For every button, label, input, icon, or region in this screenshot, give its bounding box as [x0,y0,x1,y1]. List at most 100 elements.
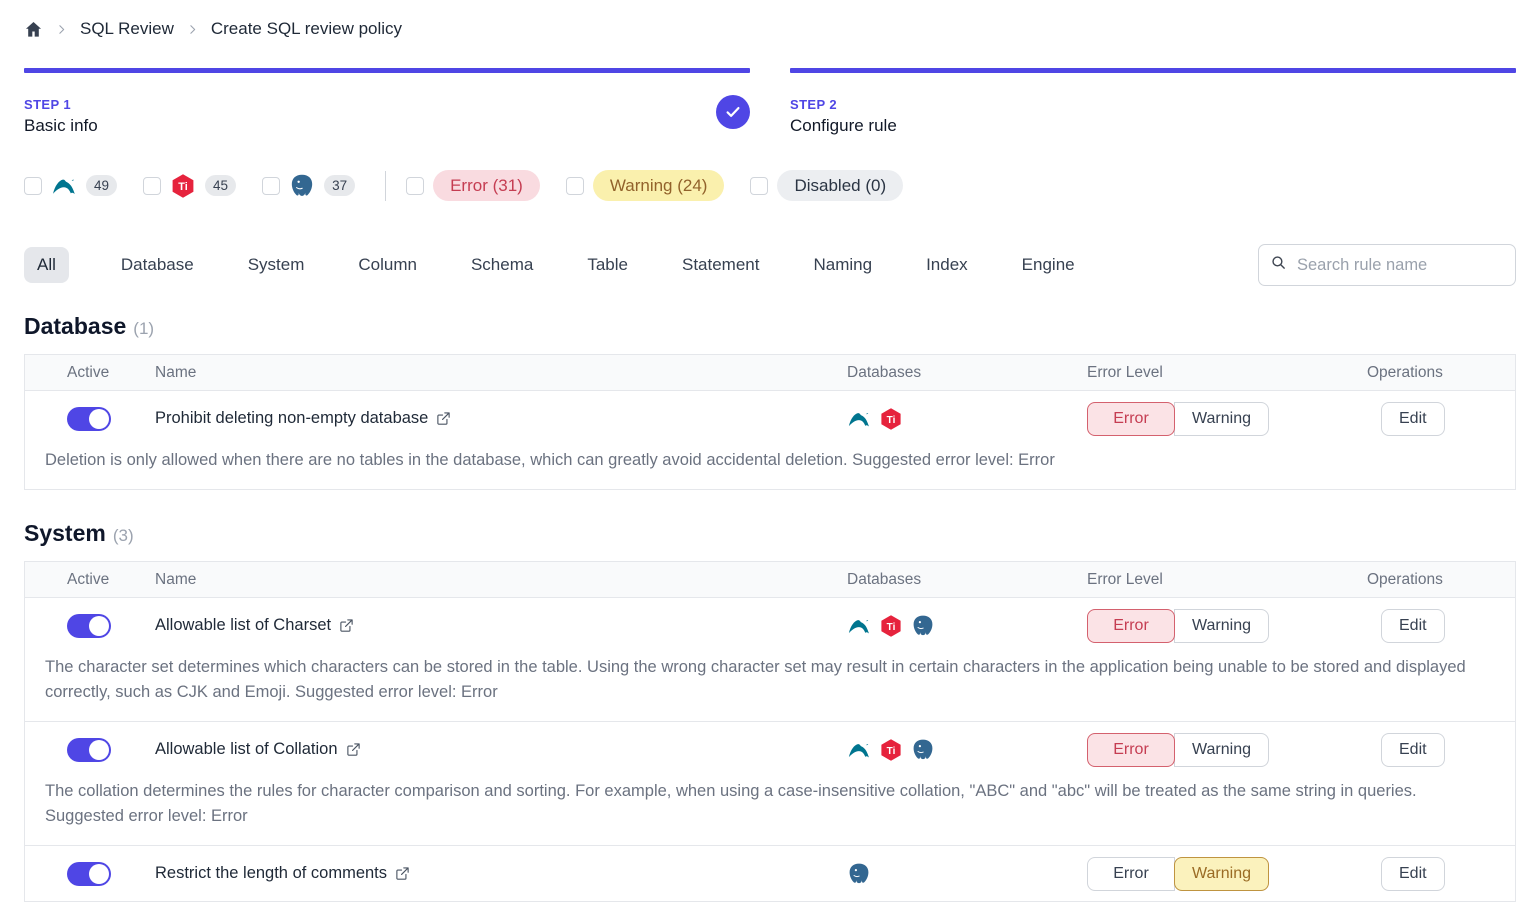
tidb-icon [879,614,903,638]
postgresql-icon [847,862,871,886]
step-1-progress-bar [24,68,750,73]
postgresql-icon [289,173,315,199]
error-level-error-button[interactable]: Error [1087,732,1175,767]
error-level-warning-button[interactable]: Warning [1174,608,1269,643]
error-level-toggle: Error Warning [1077,856,1367,891]
active-toggle[interactable] [67,861,111,886]
edit-button[interactable]: Edit [1381,856,1445,891]
rule-description: The character set determines which chara… [45,658,1466,701]
error-level-error-button[interactable]: Error [1087,401,1175,436]
external-link-icon[interactable] [346,742,361,757]
active-toggle[interactable] [67,613,111,638]
tidb-count-badge: 45 [205,175,237,196]
database-rules-table: Active Name Databases Error Level Operat… [24,354,1516,490]
warning-filter-checkbox[interactable] [565,176,584,195]
tab-engine[interactable]: Engine [1021,255,1075,274]
breadcrumb-sql-review[interactable]: SQL Review [80,19,174,38]
edit-button[interactable]: Edit [1381,401,1445,436]
rule-name: Allowable list of Collation [155,740,338,758]
active-toggle[interactable] [67,737,111,762]
active-toggle[interactable] [67,406,111,431]
toggle-knob [89,863,109,884]
tab-table[interactable]: Table [587,255,628,274]
external-link-icon[interactable] [436,411,451,426]
rule-description: Deletion is only allowed when there are … [45,451,1055,469]
filter-engine-mysql: 49 [24,173,118,199]
rule-engines [847,407,1077,431]
tidb-icon [879,407,903,431]
table-row: Allowable list of Collation Error Warnin… [25,722,1515,777]
filter-engine-tidb: 45 [143,173,237,199]
postgresql-filter-checkbox[interactable] [262,176,281,195]
error-level-warning-button[interactable]: Warning [1174,856,1269,891]
search-input[interactable] [1258,244,1516,286]
search-box [1258,244,1516,286]
step-2-title: Configure rule [790,116,897,135]
table-row: Restrict the length of comments Error Wa… [25,846,1515,901]
error-level-error-button[interactable]: Error [1087,608,1175,643]
filter-bar: 49 45 37 Error (31) Warning (24) Disable… [24,170,1516,201]
tab-statement[interactable]: Statement [681,255,760,274]
tab-column[interactable]: Column [358,255,417,274]
error-count-pill[interactable]: Error (31) [433,170,540,201]
home-icon[interactable] [24,20,43,39]
section-heading-system: System (3) [24,520,1516,547]
external-link-icon[interactable] [395,866,410,881]
tab-system[interactable]: System [247,255,305,274]
category-tabs-row: All Database System Column Schema Table … [24,244,1516,286]
error-level-warning-button[interactable]: Warning [1174,732,1269,767]
step-2[interactable]: STEP 2 Configure rule [790,68,1516,136]
filter-level-disabled: Disabled (0) [750,170,904,201]
rule-description: The collation determines the rules for c… [45,782,1417,825]
error-filter-checkbox[interactable] [406,176,425,195]
tab-index[interactable]: Index [926,255,968,274]
step-1-label: STEP 1 [24,97,71,112]
column-header-operations: Operations [1367,570,1443,588]
tab-database[interactable]: Database [120,255,194,274]
tab-schema[interactable]: Schema [470,255,534,274]
column-header-name: Name [155,363,197,381]
step-1[interactable]: STEP 1 Basic info [24,68,750,136]
rule-name: Restrict the length of comments [155,864,388,882]
column-header-active: Active [67,570,110,588]
tab-all[interactable]: All [24,247,69,283]
edit-button[interactable]: Edit [1381,608,1445,643]
section-heading-database: Database (1) [24,313,1516,340]
rule-name: Allowable list of Charset [155,616,332,634]
rule-name: Prohibit deleting non-empty database [155,409,429,427]
edit-button[interactable]: Edit [1381,732,1445,767]
toggle-knob [89,408,109,429]
filter-level-warning: Warning (24) [565,170,725,201]
error-level-toggle: Error Warning [1077,401,1367,436]
section-title: System [24,520,106,546]
rule-prohibit-deleting-non-empty-database: Prohibit deleting non-empty database Err… [25,391,1515,489]
mysql-filter-checkbox[interactable] [24,176,42,195]
postgresql-icon [911,738,935,762]
system-rules-table: Active Name Databases Error Level Operat… [24,561,1516,902]
step-2-progress-bar [790,68,1516,73]
tab-naming[interactable]: Naming [813,255,873,274]
breadcrumb-create-policy: Create SQL review policy [210,19,403,38]
mysql-icon [847,738,871,762]
postgresql-count-badge: 37 [324,175,356,196]
disabled-filter-checkbox[interactable] [750,176,769,195]
column-header-databases: Databases [847,570,922,588]
column-header-databases: Databases [847,363,922,381]
tidb-icon [879,738,903,762]
error-level-error-button[interactable]: Error [1087,856,1175,891]
error-level-toggle: Error Warning [1077,608,1367,643]
section-count: (3) [112,526,134,545]
warning-count-pill[interactable]: Warning (24) [592,170,725,201]
rule-restrict-length-of-comments: Restrict the length of comments Error Wa… [25,846,1515,901]
column-header-error-level: Error Level [1087,570,1163,588]
external-link-icon[interactable] [339,618,354,633]
error-level-warning-button[interactable]: Warning [1174,401,1269,436]
tidb-filter-checkbox[interactable] [143,176,162,195]
column-header-operations: Operations [1367,363,1443,381]
toggle-knob [89,739,109,760]
section-title: Database [24,313,127,339]
disabled-count-pill[interactable]: Disabled (0) [777,170,904,201]
table-row: Allowable list of Charset Error Warning … [25,598,1515,653]
section-count: (1) [133,319,155,338]
